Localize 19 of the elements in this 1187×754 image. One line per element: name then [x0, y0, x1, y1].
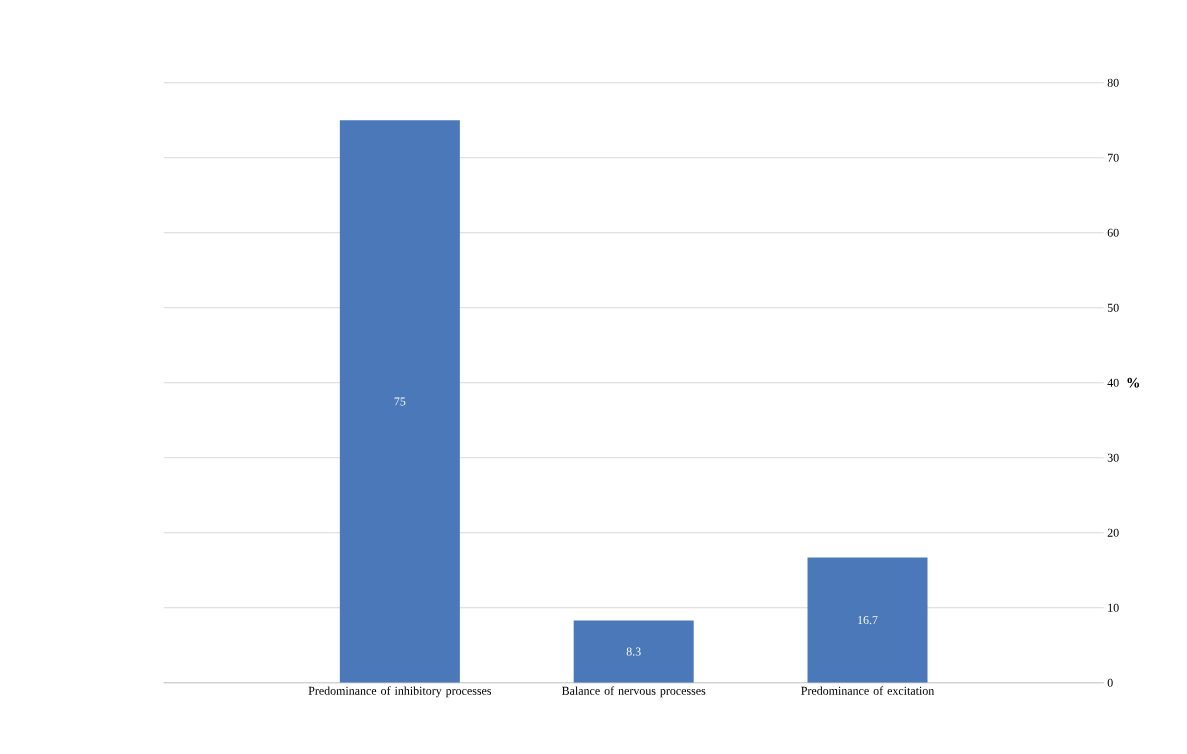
data-label: 8.3	[626, 647, 641, 656]
data-label: 75	[394, 397, 406, 406]
bar	[339, 120, 460, 683]
y-axis-title: %	[1127, 377, 1140, 388]
x-tick-label: Predominance of excitation	[801, 686, 935, 695]
y-tick-label: 80	[1107, 78, 1119, 87]
y-tick-label: 70	[1107, 153, 1119, 162]
y-tick-label: 40	[1107, 378, 1119, 387]
y-tick-label: 0	[1107, 678, 1113, 687]
y-tick-label: 10	[1108, 603, 1119, 612]
y-tick-label: 50	[1107, 303, 1119, 312]
x-tick-label: Predominance of inhibitory processes	[308, 686, 492, 698]
x-tick-label: Balance of nervous processes	[562, 686, 706, 698]
bar	[807, 557, 928, 683]
y-tick-label: 20	[1107, 528, 1119, 537]
y-tick-label: 30	[1107, 453, 1119, 462]
y-tick-label: 60	[1107, 228, 1119, 237]
bar	[573, 620, 694, 683]
data-label: 16.7	[858, 616, 878, 625]
